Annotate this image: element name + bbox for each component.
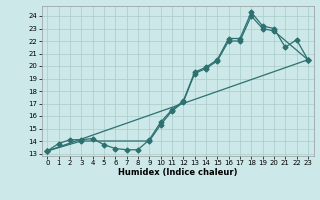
X-axis label: Humidex (Indice chaleur): Humidex (Indice chaleur) <box>118 168 237 177</box>
